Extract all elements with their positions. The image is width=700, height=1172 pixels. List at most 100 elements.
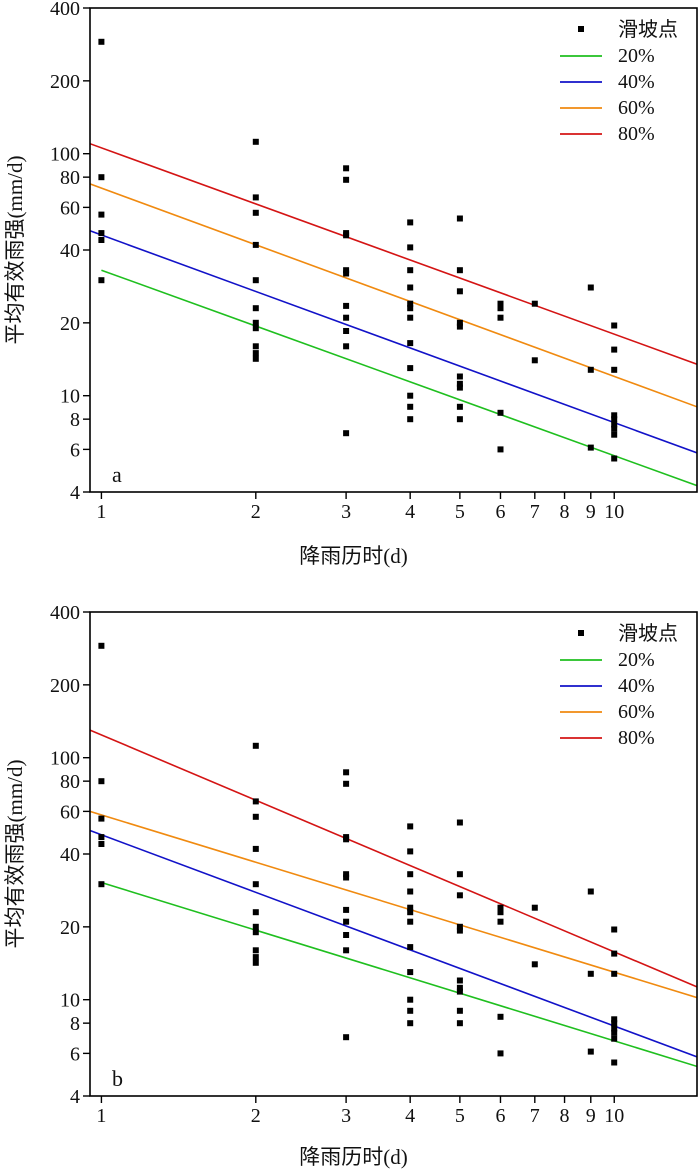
landslide-point (252, 742, 259, 749)
y-tick-label: 4 (70, 482, 80, 504)
chart-panel-b: 1 2 3 4 5 6 7 8 9 104681020406080100200400降雨历时(d)… (3, 602, 698, 1169)
landslide-point (252, 845, 259, 852)
landslide-point (252, 305, 259, 312)
landslide-point (252, 947, 259, 954)
x-tick-label: 5 (455, 1105, 465, 1127)
landslide-point (611, 346, 618, 353)
panel-label: b (112, 1066, 123, 1091)
y-tick-label: 20 (60, 917, 80, 939)
landslide-point (98, 841, 105, 847)
landslide-point (343, 906, 350, 913)
x-tick-label: 7 (530, 501, 540, 523)
y-tick-label: 10 (60, 386, 80, 408)
landslide-point (497, 1013, 504, 1020)
landslide-point (456, 871, 463, 878)
y-tick-label: 200 (50, 675, 80, 697)
landslide-point (407, 848, 414, 855)
landslide-point (531, 961, 538, 968)
legend-label-points: 滑坡点 (618, 18, 678, 41)
x-tick-label: 2 (251, 1105, 261, 1127)
landslide-point (531, 300, 538, 307)
y-tick-label: 200 (50, 71, 80, 93)
landslide-point (407, 267, 414, 274)
landslide-point (456, 1007, 463, 1014)
landslide-point (587, 888, 594, 895)
landslide-point (456, 319, 463, 326)
legend-label-series: 80% (618, 727, 655, 749)
y-tick-label: 400 (50, 602, 80, 624)
y-tick-label: 40 (60, 240, 80, 262)
landslide-point (343, 270, 350, 277)
landslide-point (611, 926, 618, 933)
landslide-point (611, 416, 618, 423)
y-tick-label: 80 (60, 167, 80, 189)
series-line-80pct (90, 142, 697, 365)
landslide-point (98, 277, 105, 284)
landslide-point (456, 1020, 463, 1027)
legend-label-series: 60% (618, 701, 655, 723)
landslide-point (587, 284, 594, 291)
landslide-point (611, 366, 618, 373)
y-tick-label: 40 (60, 844, 80, 866)
landslide-point (343, 165, 350, 172)
landslide-point (611, 1016, 618, 1023)
landslide-point (611, 1059, 618, 1066)
y-tick-label: 6 (70, 1043, 80, 1065)
landslide-point (407, 219, 414, 226)
y-tick-label: 4 (70, 1086, 80, 1108)
landslide-point (531, 357, 538, 364)
landslide-point (343, 1034, 350, 1041)
landslide-point (252, 813, 259, 820)
landslide-point (611, 322, 618, 329)
landslide-point (252, 241, 259, 248)
landslide-point (252, 798, 259, 805)
landslide-point (98, 38, 105, 45)
y-tick-label: 100 (50, 748, 80, 770)
x-tick-label: 9 (586, 501, 596, 523)
y-axis-label: 平均有效雨强(mm/d) (3, 156, 27, 345)
landslide-point (343, 343, 350, 350)
legend-label-series: 40% (618, 71, 655, 93)
landslide-point (497, 446, 504, 453)
landslide-point (98, 881, 105, 888)
series-line-80pct (90, 729, 697, 988)
x-tick-label: 6 (495, 501, 505, 523)
landslide-point (343, 176, 350, 183)
landslide-point (407, 996, 414, 1003)
x-tick-label: 8 (560, 1105, 570, 1127)
landslide-point (456, 819, 463, 826)
legend-label-series: 80% (618, 123, 655, 145)
chart-panel-a: 1 2 3 4 5 6 7 8 9 104681020406080100200400降雨历时(d)… (3, 0, 698, 568)
landslide-point (98, 237, 105, 243)
landslide-point (587, 970, 594, 977)
landslide-point (407, 300, 414, 307)
landslide-point (407, 244, 414, 251)
landslide-point (98, 230, 105, 237)
landslide-point (252, 355, 259, 362)
landslide-point (456, 984, 463, 991)
legend-label-series: 20% (618, 649, 655, 671)
landslide-point (252, 194, 259, 201)
landslide-point (98, 174, 105, 181)
landslide-point (497, 314, 504, 321)
landslide-point (497, 918, 504, 925)
landslide-point (407, 305, 414, 312)
landslide-point (252, 954, 259, 961)
landslide-point (407, 904, 414, 911)
legend: 滑坡点 20% 40% 60% 80% (560, 622, 678, 749)
landslide-point (497, 904, 504, 911)
landslide-point (343, 769, 350, 776)
landslide-point (252, 350, 259, 357)
landslide-point (456, 927, 463, 934)
landslide-point (456, 416, 463, 423)
landslide-point (343, 328, 350, 334)
landslide-point (252, 325, 259, 332)
landslide-point (456, 403, 463, 410)
x-tick-label: 1 (96, 501, 106, 523)
landslide-point (611, 1035, 618, 1042)
landslide-point (611, 412, 618, 419)
landslide-point (497, 305, 504, 312)
landslide-point (407, 403, 414, 410)
x-axis-label: 降雨历时(d) (299, 544, 408, 568)
